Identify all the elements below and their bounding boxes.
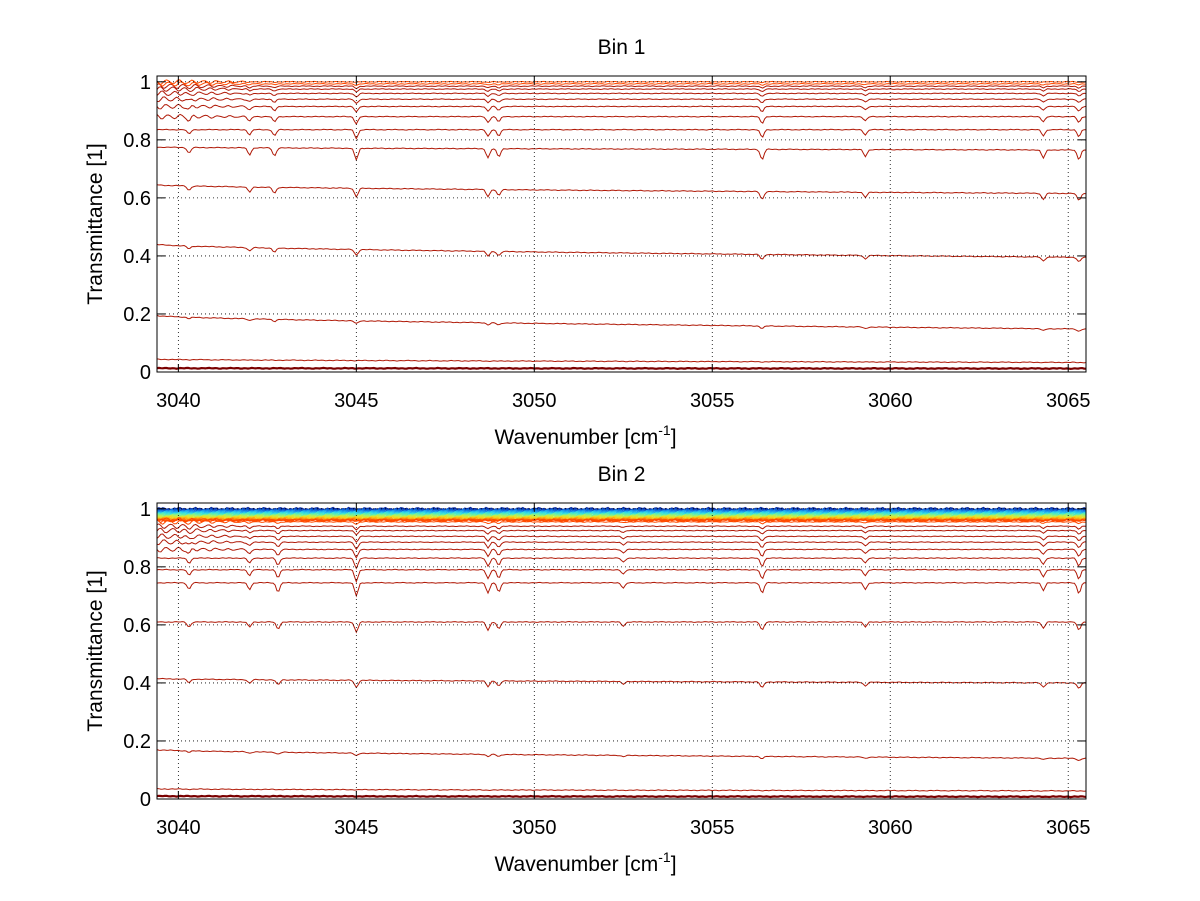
y-axis-label: Transmittance [1] (84, 143, 107, 304)
series-line (157, 103, 1086, 113)
series-line (157, 86, 1086, 93)
series-line (157, 523, 1086, 531)
y-tick-label: 0.6 (123, 188, 151, 210)
series-line (157, 517, 1086, 524)
y-tick-label: 0.6 (123, 615, 151, 637)
grid-group (157, 76, 1086, 373)
y-axis-label: Transmittance [1] (84, 570, 107, 731)
y-tick-label: 0.2 (123, 304, 151, 326)
series-line (157, 533, 1086, 544)
series-line (157, 581, 1086, 598)
x-tick-label: 3055 (690, 390, 735, 412)
series-line (157, 527, 1086, 536)
x-axis-label-text: Wavenumber [cm (494, 426, 658, 449)
x-tick-label: 3040 (156, 390, 201, 412)
x-tick-label: 3045 (334, 390, 379, 412)
series-line (157, 113, 1086, 125)
series-line (157, 358, 1086, 364)
x-axis-label-superscript: -1 (658, 422, 671, 438)
y-tick-label: 0 (140, 789, 151, 811)
chart-title: Bin 1 (598, 36, 646, 59)
series-line (157, 539, 1086, 551)
series-line (157, 128, 1086, 140)
tick-group: 3040 3045 3050 3055 3060 3065 0 0.2 0.4 0.6 0.8 1 (123, 72, 1090, 412)
series-line (157, 794, 1086, 799)
tick-group: 3040 3045 3050 3055 3060 3065 0 0.2 0.4 0.6 0.8 1 (123, 499, 1090, 839)
x-axis-label-close: ] (671, 853, 677, 876)
x-axis-label-text: Wavenumber [cm (494, 853, 658, 876)
grid-group (157, 503, 1086, 800)
y-tick-label: 0.4 (123, 673, 151, 695)
axes-frame (156, 502, 1087, 800)
x-tick-label: 3050 (512, 390, 557, 412)
colormap-band-line (157, 513, 1086, 519)
series-group (157, 79, 1086, 371)
y-tick-label: 1 (140, 499, 151, 521)
chart-panel-bin-1: 3040 3045 3050 3055 3060 3065 0 0.2 0.4 0.6 0.8 1 B… (84, 36, 1090, 449)
y-tick-label: 0.8 (123, 130, 151, 152)
series-line (157, 568, 1086, 584)
series-line (157, 519, 1086, 525)
x-axis-label-superscript: -1 (658, 849, 671, 865)
y-tick-label: 0.2 (123, 731, 151, 753)
x-axis-label-close: ] (671, 426, 677, 449)
x-axis-label: Wavenumber [cm-1] (494, 422, 676, 449)
series-line (157, 96, 1086, 105)
axes-frame (156, 75, 1087, 373)
series-line (157, 146, 1086, 162)
y-tick-label: 0.4 (123, 246, 151, 268)
chart-panel-bin-2: 3040 3045 3050 3055 3060 3065 0 0.2 0.4 0.6 0.8 1 B… (84, 463, 1090, 876)
x-tick-label: 3045 (334, 817, 379, 839)
series-line (157, 83, 1086, 90)
colormap-band-line (157, 508, 1086, 513)
series-line (157, 557, 1086, 570)
series-line (157, 90, 1086, 98)
chart-title: Bin 2 (598, 463, 646, 486)
series-line (157, 243, 1086, 262)
x-tick-label: 3065 (1046, 817, 1091, 839)
series-line (157, 788, 1086, 792)
x-tick-label: 3060 (868, 390, 913, 412)
x-tick-label: 3040 (156, 817, 201, 839)
series-line (157, 81, 1086, 87)
series-line (157, 546, 1086, 559)
x-tick-label: 3055 (690, 817, 735, 839)
x-tick-label: 3060 (868, 817, 913, 839)
series-line (157, 366, 1086, 371)
x-tick-label: 3050 (512, 817, 557, 839)
y-tick-label: 0 (140, 362, 151, 384)
y-tick-label: 1 (140, 72, 151, 94)
series-line (157, 184, 1086, 201)
series-line (157, 749, 1086, 762)
series-line (157, 314, 1086, 332)
y-tick-label: 0.8 (123, 557, 151, 579)
x-tick-label: 3065 (1046, 390, 1091, 412)
x-axis-label: Wavenumber [cm-1] (494, 849, 676, 876)
